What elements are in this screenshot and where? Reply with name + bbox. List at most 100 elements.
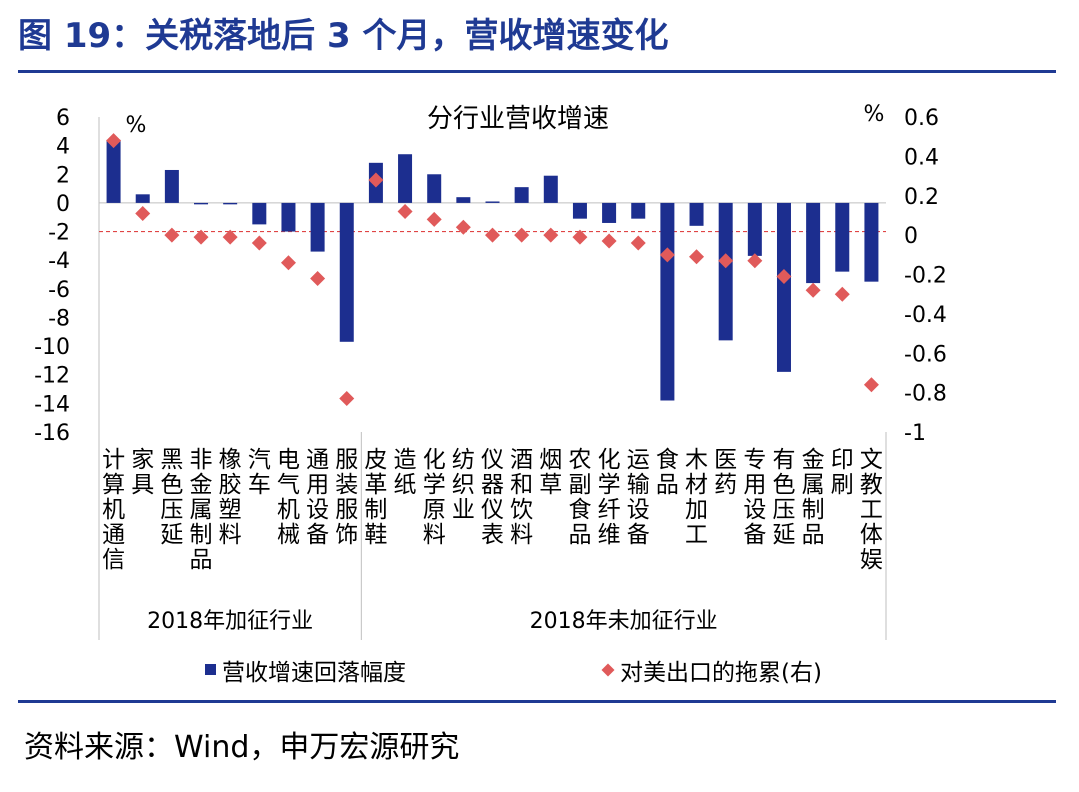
bar-21 xyxy=(689,202,704,226)
category-label: 橡胶塑料 xyxy=(219,447,242,548)
marker-2 xyxy=(135,205,151,221)
category-label: 烟草 xyxy=(539,447,562,498)
bar-16 xyxy=(543,175,558,203)
legend-marker-swatch xyxy=(601,663,615,677)
marker-8 xyxy=(310,270,326,286)
left-tick-label: -12 xyxy=(34,364,70,389)
bar-9 xyxy=(339,202,354,342)
category-label: 黑色压延 xyxy=(160,447,183,548)
left-tick-label: -2 xyxy=(48,221,70,246)
marker-24 xyxy=(776,268,792,284)
left-tick-label: 2 xyxy=(56,163,70,188)
category-label: 金属制品 xyxy=(802,447,825,548)
marker-26 xyxy=(834,286,850,302)
left-tick-label: -14 xyxy=(34,392,70,417)
marker-27 xyxy=(863,377,879,393)
category-label: 文教工体娱 xyxy=(860,447,883,573)
bar-24 xyxy=(776,202,791,372)
marker-18 xyxy=(601,233,617,249)
bar-2 xyxy=(135,194,150,203)
bar-3 xyxy=(164,169,179,203)
group-label: 2018年未加征行业 xyxy=(530,609,718,634)
left-tick-label: -6 xyxy=(48,278,70,303)
marker-17 xyxy=(572,229,588,245)
marker-13 xyxy=(455,219,471,235)
category-label: 农副食品 xyxy=(568,447,591,548)
left-tick-label: -8 xyxy=(48,306,70,331)
bar-7 xyxy=(281,202,296,232)
marker-12 xyxy=(426,211,442,227)
category-label: 通用设备 xyxy=(306,447,329,548)
bar-14 xyxy=(485,201,500,203)
bar-25 xyxy=(806,202,821,284)
right-tick-label: 0.6 xyxy=(904,106,939,131)
category-label: 运输设备 xyxy=(627,447,650,548)
title-divider xyxy=(18,70,1056,73)
bar-13 xyxy=(456,197,471,203)
left-tick-label: -16 xyxy=(34,421,70,446)
category-label: 皮革制鞋 xyxy=(364,447,387,548)
source-divider xyxy=(18,700,1056,703)
marker-23 xyxy=(747,253,763,269)
marker-22 xyxy=(718,253,734,269)
marker-21 xyxy=(689,249,705,265)
marker-19 xyxy=(630,235,646,251)
marker-9 xyxy=(339,391,355,407)
group-label: 2018年加征行业 xyxy=(147,609,313,634)
bar-17 xyxy=(572,202,587,219)
right-tick-label: 0 xyxy=(904,224,918,249)
marker-6 xyxy=(251,235,267,251)
right-tick-label: -0.8 xyxy=(904,382,947,407)
marker-16 xyxy=(543,227,559,243)
category-label: 纺织业 xyxy=(452,447,475,523)
bar-18 xyxy=(602,202,617,223)
marker-7 xyxy=(280,255,296,271)
right-tick-label: -0.4 xyxy=(904,303,947,328)
category-label: 非金属制品 xyxy=(190,447,213,573)
left-tick-label: 0 xyxy=(56,192,70,217)
marker-15 xyxy=(514,227,530,243)
figure-title: 图 19：关税落地后 3 个月，营收增速变化 xyxy=(18,16,669,56)
category-label: 木材加工 xyxy=(685,447,708,548)
legend-bar-label: 营收增速回落幅度 xyxy=(222,660,406,686)
right-tick-label: -1 xyxy=(904,421,926,446)
category-label: 服装服饰 xyxy=(335,447,358,548)
left-tick-label: -4 xyxy=(48,249,70,274)
bar-27 xyxy=(864,202,879,282)
category-label: 电气机械 xyxy=(277,447,300,548)
legend-marker-label: 对美出口的拖累(右) xyxy=(620,660,822,686)
bar-11 xyxy=(398,154,413,203)
right-tick-label: 0.4 xyxy=(904,145,939,170)
category-label: 酒和饮料 xyxy=(510,447,533,548)
marker-11 xyxy=(397,204,413,219)
bar-20 xyxy=(660,202,675,401)
right-tick-label: 0.2 xyxy=(904,185,939,210)
left-tick-label: 6 xyxy=(56,106,70,131)
right-tick-label: -0.2 xyxy=(904,264,947,289)
chart-title: 分行业营收增速 xyxy=(427,104,609,134)
right-tick-label: -0.6 xyxy=(904,342,947,367)
marker-1 xyxy=(106,133,122,149)
category-label: 汽车 xyxy=(248,447,271,498)
marker-20 xyxy=(659,247,675,263)
category-label: 专用设备 xyxy=(743,447,766,548)
legend-bar-swatch xyxy=(205,664,216,675)
marker-5 xyxy=(222,229,238,245)
category-label: 有色压延 xyxy=(772,447,795,548)
left-tick-label: -10 xyxy=(34,335,70,360)
bar-15 xyxy=(514,187,529,203)
category-label: 造纸 xyxy=(394,447,417,498)
left-tick-label: 4 xyxy=(56,135,70,160)
source-note: 资料来源：Wind，申万宏源研究 xyxy=(24,730,460,765)
bar-26 xyxy=(835,202,850,272)
marker-25 xyxy=(805,282,821,298)
category-label: 印刷 xyxy=(831,447,854,498)
left-axis-unit: % xyxy=(126,113,147,138)
bar-1 xyxy=(106,139,121,203)
marker-3 xyxy=(164,227,180,243)
category-label: 医药 xyxy=(714,447,737,498)
category-label: 仪器仪表 xyxy=(481,447,504,548)
category-label: 食品 xyxy=(656,447,679,498)
category-label: 计算机通信 xyxy=(102,447,125,573)
